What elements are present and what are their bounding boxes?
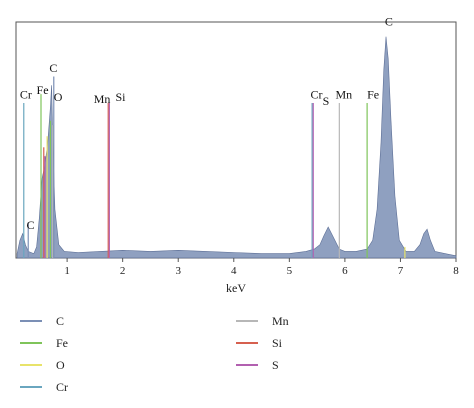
x-tick-label: 5 — [287, 265, 293, 277]
legend-item-mn: Mn — [236, 312, 289, 330]
legend-item-cr: Cr — [20, 378, 68, 396]
legend-label: S — [272, 357, 279, 372]
legend-swatch — [236, 364, 258, 366]
legend-swatch — [20, 386, 42, 388]
peak-label-c: C — [49, 61, 57, 75]
x-tick-label: 1 — [64, 265, 70, 277]
x-tick-label: 8 — [453, 265, 459, 277]
legend-item-c: C — [20, 312, 64, 330]
legend-item-s: S — [236, 356, 279, 374]
legend-item-o: O — [20, 356, 65, 374]
spectrum-area — [16, 36, 457, 259]
legend: C Fe O Cr Mn Si S — [0, 308, 474, 408]
legend-label: Fe — [56, 335, 68, 350]
peak-label-mn: Mn — [94, 92, 111, 106]
x-tick-label: 4 — [231, 265, 237, 277]
x-tick-label: 7 — [398, 265, 404, 277]
legend-swatch — [236, 320, 258, 322]
legend-swatch — [20, 364, 42, 366]
peak-label-c: C — [385, 15, 393, 29]
legend-item-si: Si — [236, 334, 282, 352]
legend-swatch — [20, 320, 42, 322]
peak-label-fe: Fe — [367, 88, 379, 102]
peak-label-o: O — [54, 90, 63, 104]
peak-label-si: Si — [115, 90, 126, 104]
x-axis-label: keV — [226, 281, 246, 295]
x-tick-label: 3 — [175, 265, 181, 277]
legend-label: Si — [272, 335, 283, 350]
legend-item-fe: Fe — [20, 334, 68, 352]
peak-label-fe: Fe — [37, 83, 49, 97]
legend-label: Mn — [272, 313, 289, 328]
peak-label-c: C — [27, 218, 35, 232]
peak-label-mn: Mn — [335, 88, 352, 102]
peak-label-cr: Cr — [20, 88, 32, 102]
peak-label-s: S — [323, 94, 330, 108]
peak-label-cr: Cr — [310, 88, 322, 102]
legend-label: C — [56, 313, 65, 328]
legend-label: O — [56, 357, 65, 372]
x-tick-label: 2 — [120, 265, 126, 277]
legend-label: Cr — [56, 379, 68, 394]
x-tick-label: 6 — [342, 265, 348, 277]
legend-swatch — [236, 342, 258, 344]
legend-swatch — [20, 342, 42, 344]
